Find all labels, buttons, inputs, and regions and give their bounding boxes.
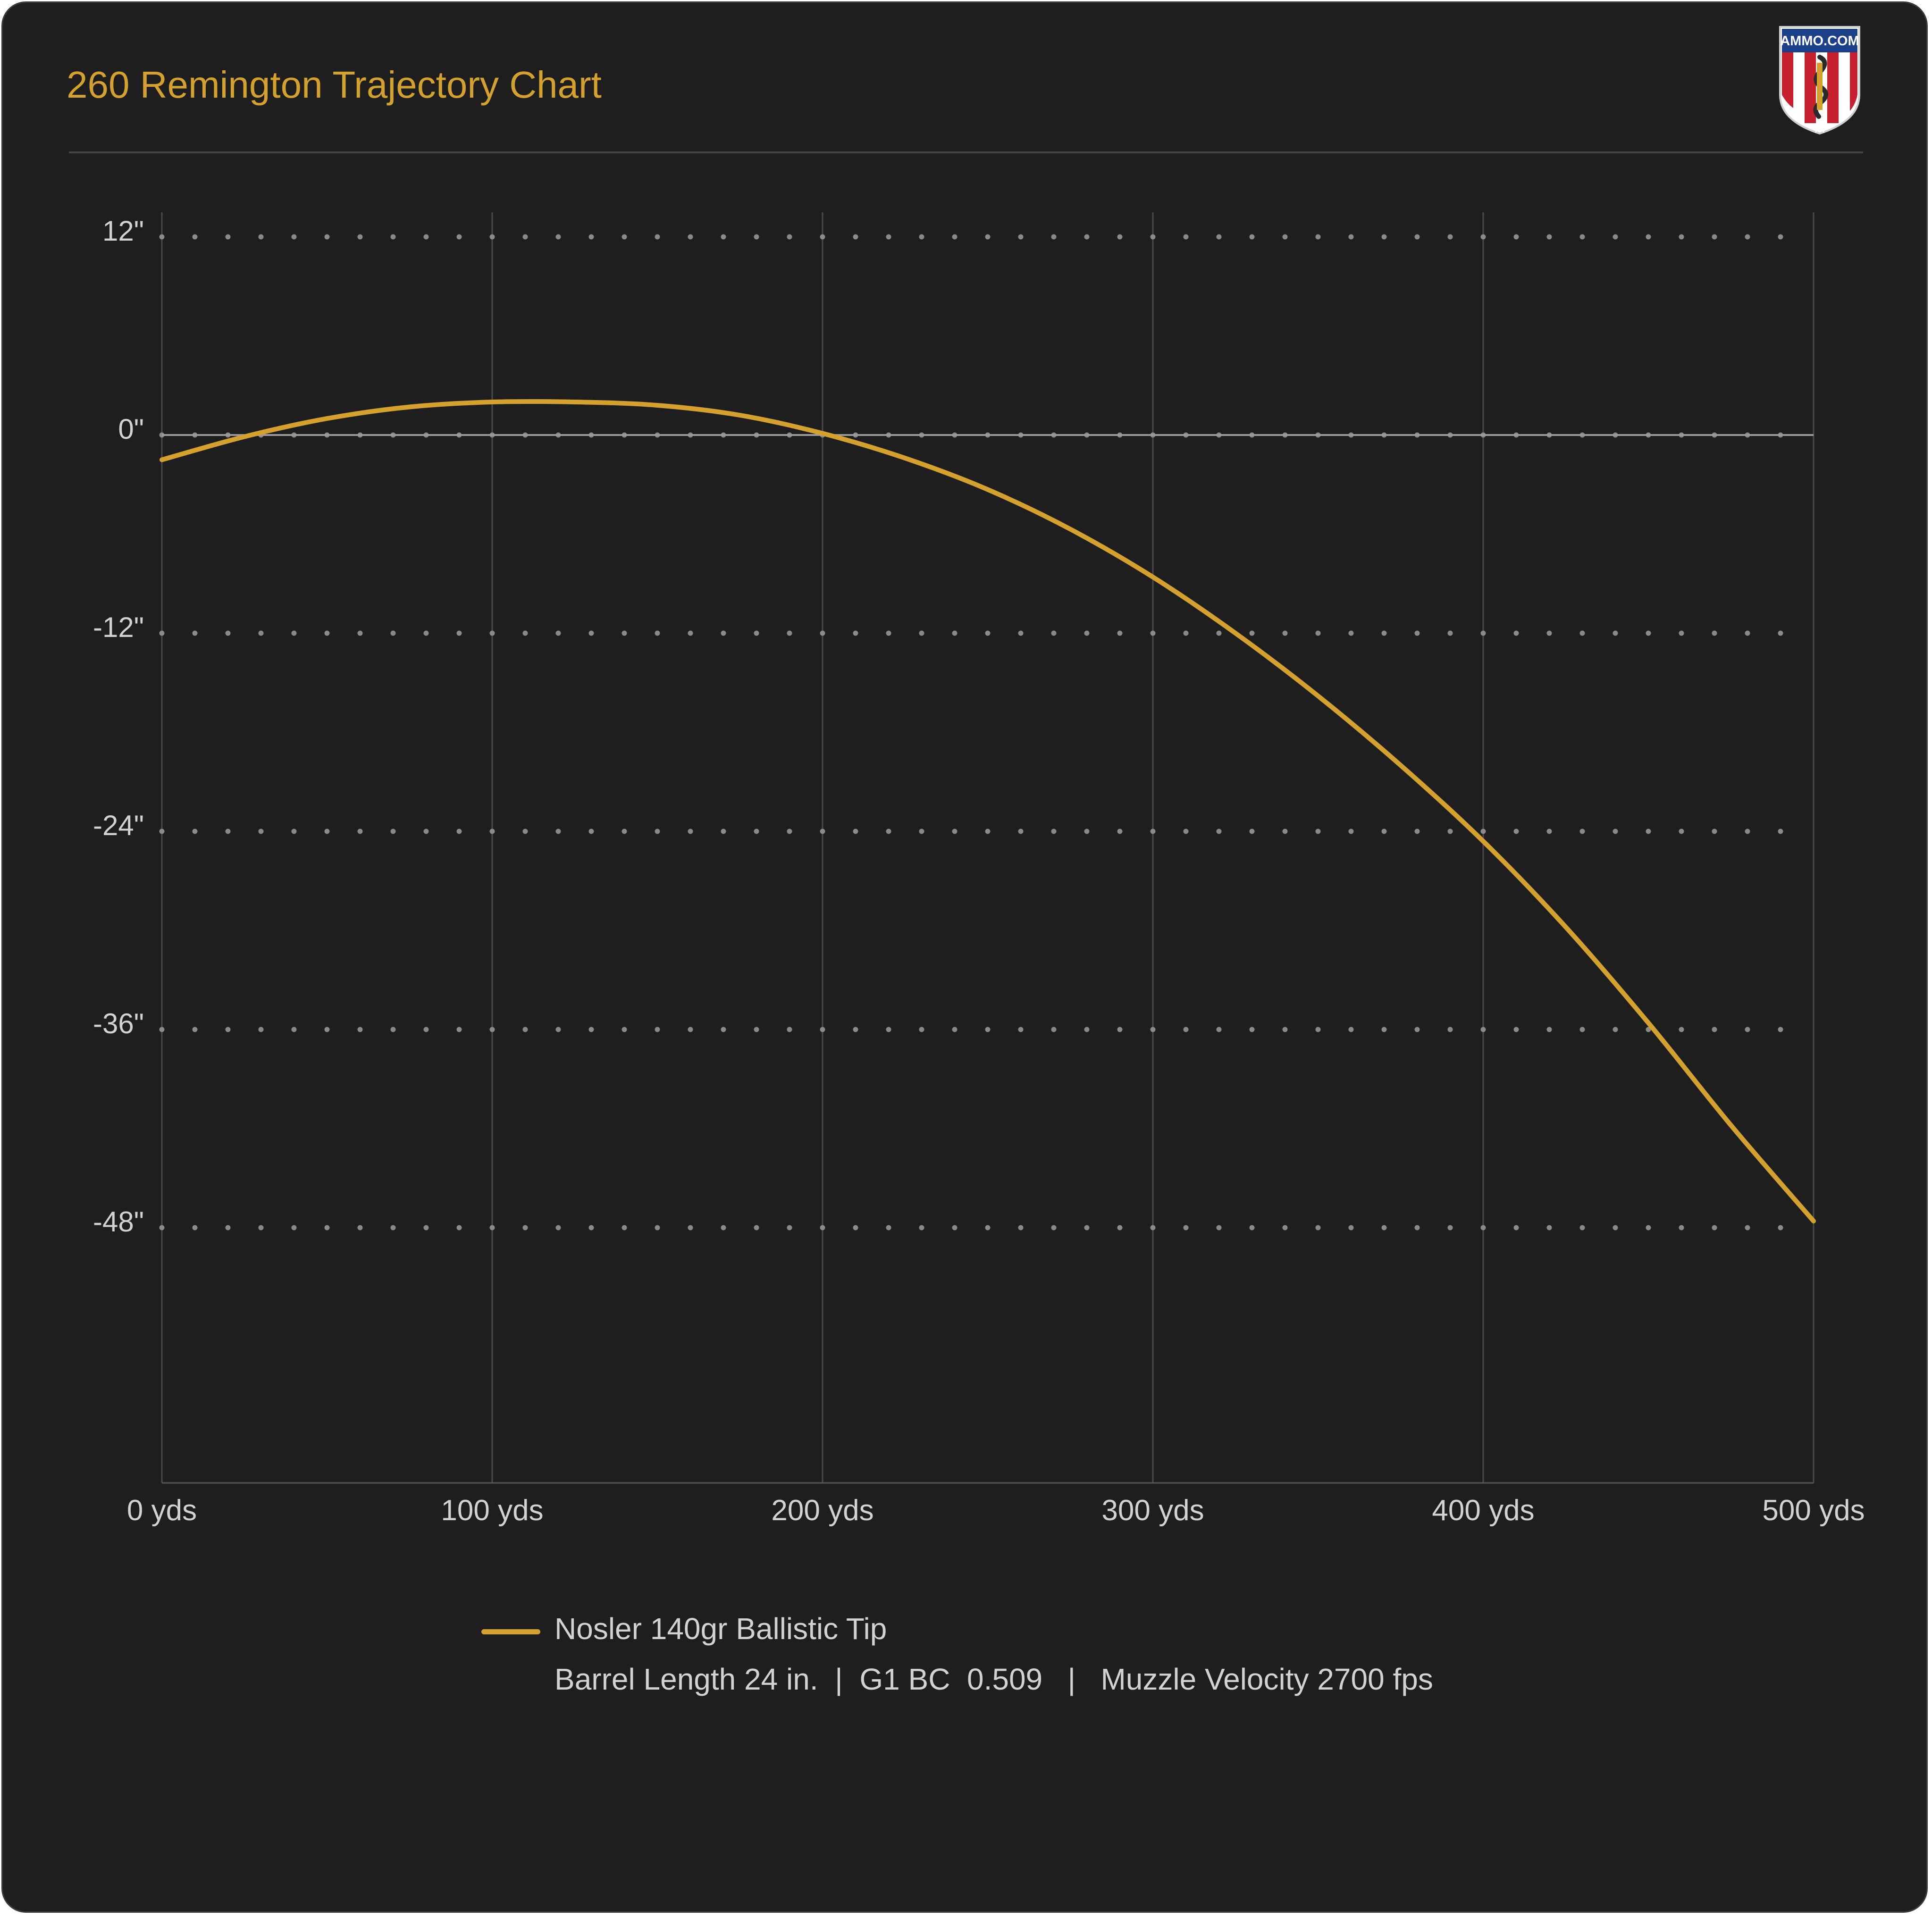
header-divider — [69, 151, 1863, 153]
tick-layer: 12" 0" -12" -24" -36" -48" 0 yds 100 yds 200 yds… — [93, 215, 1865, 1527]
y-tick-label-2: -12" — [93, 611, 144, 643]
logo-text: AMMO.COM — [1780, 33, 1859, 49]
x-tick-label-2: 200 yds — [771, 1494, 874, 1527]
y-tick-label-1: 0" — [118, 413, 144, 445]
series-line-0 — [160, 399, 1816, 1223]
series-layer — [160, 399, 1816, 1223]
legend-swatch-nosler-140gr — [481, 1629, 540, 1634]
legend: Nosler 140gr Ballistic Tip Barrel Length… — [481, 1607, 1708, 1710]
grid-layer — [159, 212, 1816, 1484]
y-tick-label-0: 12" — [102, 215, 144, 247]
y-tick-label-3: -24" — [93, 810, 144, 841]
legend-load-details: Barrel Length 24 in. | G1 BC 0.509 | Muz… — [554, 1662, 1433, 1696]
legend-series-label: Nosler 140gr Ballistic Tip — [554, 1612, 887, 1646]
y-tick-label-4: -36" — [93, 1008, 144, 1039]
x-tick-label-0: 0 yds — [127, 1494, 197, 1527]
x-tick-label-5: 500 yds — [1762, 1494, 1865, 1527]
x-tick-label-4: 400 yds — [1432, 1494, 1534, 1527]
x-tick-label-1: 100 yds — [441, 1494, 543, 1527]
ammo-com-logo: AMMO.COM — [1779, 26, 1860, 135]
chart-title: 260 Remington Trajectory Chart — [67, 64, 602, 106]
y-tick-label-5: -48" — [93, 1206, 144, 1238]
x-tick-label-3: 300 yds — [1101, 1494, 1204, 1527]
